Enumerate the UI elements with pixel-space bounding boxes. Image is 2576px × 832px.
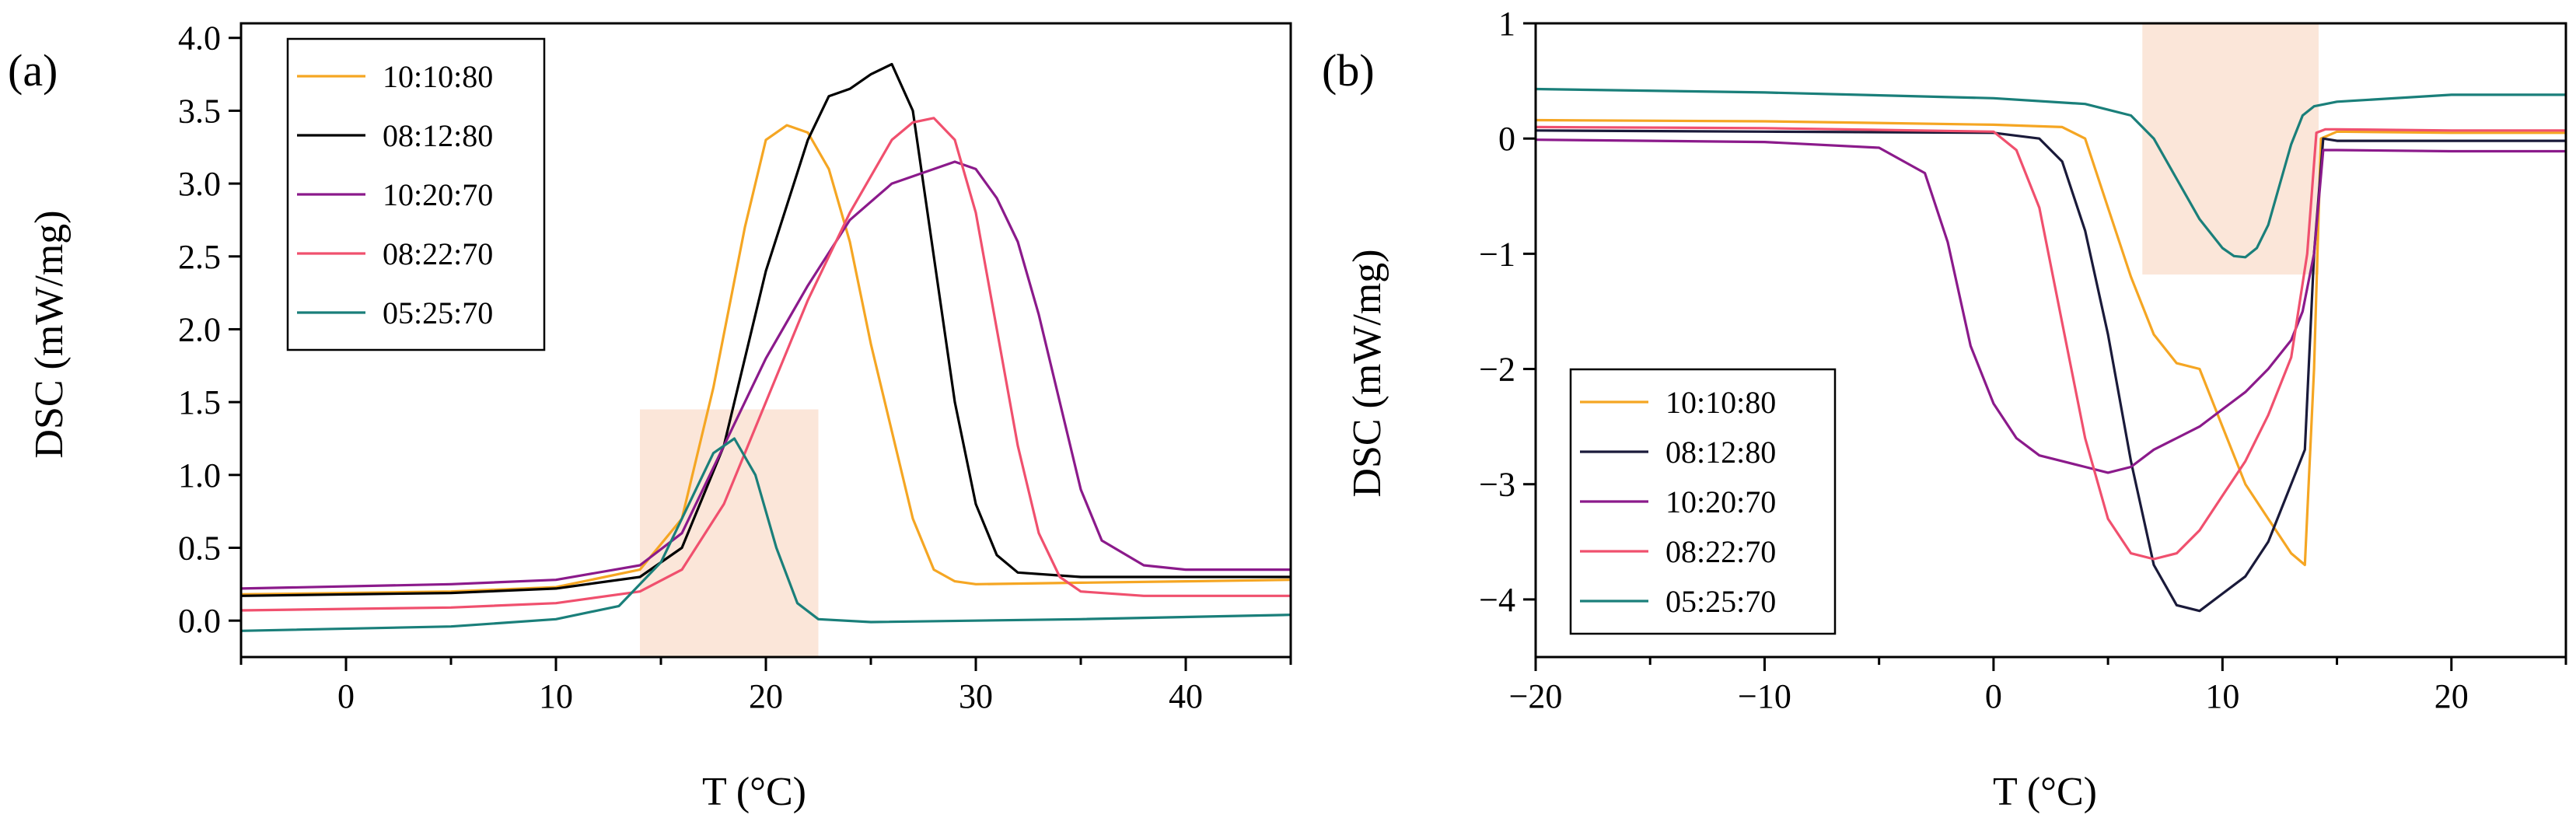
series-line-b-08-22-70 <box>1535 125 2566 561</box>
y-tick-label: −3 <box>1479 466 1515 504</box>
x-tick-label: 20 <box>2434 677 2469 715</box>
x-tick-label: −10 <box>1738 677 1791 715</box>
panel-label-b: (b) <box>1322 45 1375 96</box>
plot-frame-b <box>1534 22 2567 659</box>
series-line-b-10-20-70 <box>1535 138 2566 474</box>
legend-entry: 08:12:80 <box>1665 435 1776 470</box>
series-group-a <box>240 62 1291 632</box>
x-tick-label: 10 <box>2205 677 2239 715</box>
x-tick-label: 40 <box>1169 677 1203 715</box>
legend-entry: 08:22:70 <box>383 236 493 271</box>
y-tick-label: 3.5 <box>178 92 221 130</box>
legend-entry: 08:22:70 <box>1665 534 1776 569</box>
y-tick-label: 0 <box>1498 120 1515 158</box>
highlight-rect-b <box>2142 23 2319 275</box>
highlight-region-b <box>2142 23 2319 275</box>
y-tick-label: 1 <box>1498 5 1515 43</box>
legend-entry: 05:25:70 <box>383 295 493 330</box>
highlight-region-a <box>640 409 819 657</box>
y-tick-label: −2 <box>1479 351 1515 389</box>
y-tick-label: 2.5 <box>178 238 221 276</box>
ticks-a: 0 10 20 30 40 0.0 0.5 1.0 1.5 2.0 2.5 3.0 3.5 4.0 <box>178 19 1292 715</box>
x-axis-label-b: T (°C) <box>1993 770 2097 814</box>
x-tick-label: 20 <box>749 677 783 715</box>
legend-entry: 10:20:70 <box>1665 484 1776 519</box>
legend-b: 10:10:80 08:12:80 10:20:70 08:22:70 05:25:70 <box>1569 368 1837 635</box>
x-tick-label: 0 <box>1985 677 2002 715</box>
x-tick-label: −20 <box>1509 677 1563 715</box>
y-tick-label: −4 <box>1479 581 1515 619</box>
x-tick-label: 30 <box>959 677 993 715</box>
series-line-a-05-25-70 <box>240 437 1291 632</box>
y-tick-label: 3.0 <box>178 165 221 203</box>
series-line-a-10-10-80 <box>240 124 1291 596</box>
series-group-b <box>1535 87 2566 613</box>
series-line-a-08-12-80 <box>240 62 1291 597</box>
y-tick-label: 2.0 <box>178 310 221 348</box>
y-tick-label: 0.0 <box>178 602 221 640</box>
series-line-a-08-22-70 <box>240 117 1291 612</box>
y-tick-label: −1 <box>1479 235 1515 273</box>
y-axis-label-a: DSC (mW/mg) <box>27 210 72 458</box>
panel-a: 0 10 20 30 40 0.0 0.5 1.0 1.5 2.0 2.5 3.0 3.5 4.0 (a)… <box>8 19 1292 814</box>
legend-entry: 08:12:80 <box>383 118 493 153</box>
legend-entry: 10:20:70 <box>383 177 493 212</box>
x-axis-label-a: T (°C) <box>702 770 806 814</box>
legend-entry: 05:25:70 <box>1665 584 1776 619</box>
y-axis-label-b: DSC (mW/mg) <box>1345 249 1389 497</box>
x-tick-label: 10 <box>539 677 573 715</box>
legend-entry: 10:10:80 <box>1665 385 1776 420</box>
y-tick-label: 0.5 <box>178 529 221 567</box>
ticks-b: −20 −10 0 10 20−4−3−2−101 <box>1479 5 2567 715</box>
series-line-a-10-20-70 <box>240 160 1291 590</box>
y-tick-label: 1.5 <box>178 383 221 421</box>
legend-a: 10:10:80 08:12:80 10:20:70 08:22:70 05:25:70 <box>286 37 546 351</box>
series-line-b-05-25-70 <box>1535 87 2566 259</box>
legend-box <box>286 37 546 351</box>
panel-label-a: (a) <box>8 45 58 96</box>
y-tick-label: 1.0 <box>178 456 221 495</box>
legend-entry: 10:10:80 <box>383 59 493 94</box>
panel-b: −20 −10 0 10 20−4−3−2−101 (b) T (°C) DSC (mW… <box>1322 5 2567 814</box>
y-tick-label: 4.0 <box>178 19 221 58</box>
x-tick-label: 0 <box>337 677 355 715</box>
highlight-rect-a <box>640 409 819 657</box>
